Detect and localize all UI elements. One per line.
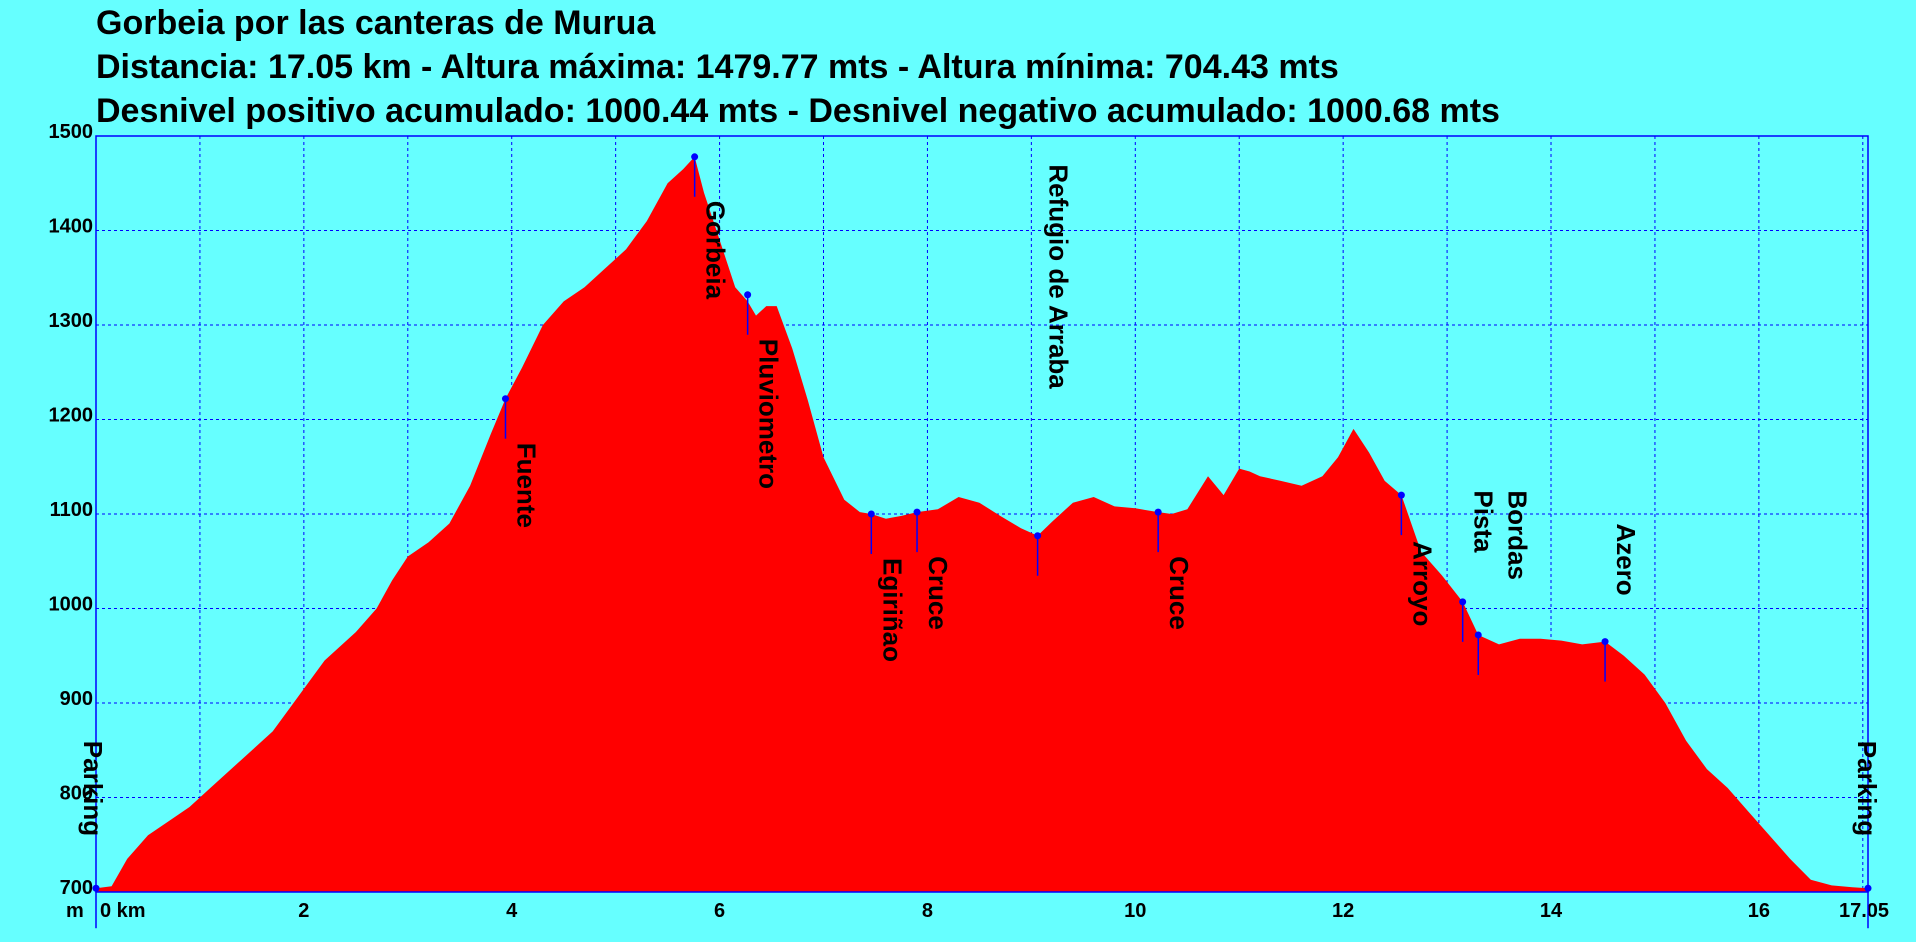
y-tick-label-800: 800 bbox=[60, 783, 93, 805]
waypoint-label-8: Arroyo bbox=[1407, 541, 1437, 626]
waypoint-dot-0 bbox=[92, 884, 100, 892]
y-unit-label: m bbox=[66, 900, 84, 922]
waypoint-9: Pista bbox=[1459, 490, 1499, 642]
x-axis-ticks: 0 km 2 4 6 8 10 12 14 16 17.05 bbox=[100, 900, 1889, 922]
plot-frame bbox=[95, 135, 1869, 893]
waypoint-dot-10 bbox=[1474, 631, 1482, 639]
waypoint-dot-2 bbox=[691, 153, 699, 161]
waypoint-dot-6 bbox=[1034, 532, 1042, 540]
waypoint-11: Azero bbox=[1601, 523, 1641, 682]
y-tick-label-900: 900 bbox=[60, 688, 93, 710]
x-tick-label-9: 17.05 bbox=[1839, 900, 1889, 922]
waypoint-5: Cruce bbox=[913, 508, 953, 630]
waypoint-6: Refugio de Arraba bbox=[1034, 164, 1074, 576]
waypoint-10: Bordas bbox=[1474, 490, 1532, 675]
y-tick-label-700: 700 bbox=[60, 877, 93, 899]
waypoint-label-5: Cruce bbox=[923, 556, 953, 630]
x-tick-label-7: 14 bbox=[1540, 900, 1563, 922]
waypoint-dot-7 bbox=[1154, 508, 1162, 516]
waypoint-label-0: Parking bbox=[78, 741, 108, 836]
waypoint-dot-8 bbox=[1397, 491, 1405, 499]
chart-title: Gorbeia por las canteras de Murua bbox=[96, 4, 656, 42]
waypoint-3: Pluviometro bbox=[744, 291, 784, 489]
waypoint-label-9: Pista bbox=[1469, 490, 1499, 553]
x-tick-label-8: 16 bbox=[1748, 900, 1770, 922]
x-tick-label-5: 10 bbox=[1124, 900, 1146, 922]
chart-subtitle-elevation-gain: Desnivel positivo acumulado: 1000.44 mts… bbox=[96, 92, 1500, 130]
waypoint-label-3: Pluviometro bbox=[754, 339, 784, 489]
y-tick-label-1300: 1300 bbox=[49, 310, 94, 332]
waypoint-label-1: Fuente bbox=[511, 443, 541, 528]
waypoint-label-2: Gorbeia bbox=[701, 201, 731, 300]
waypoint-label-6: Refugio de Arraba bbox=[1044, 164, 1074, 389]
elevation-area bbox=[96, 156, 1868, 893]
waypoint-dot-4 bbox=[867, 510, 875, 518]
waypoint-8: Arroyo bbox=[1397, 491, 1437, 626]
x-tick-label-3: 6 bbox=[714, 900, 725, 922]
waypoint-dot-11 bbox=[1601, 638, 1609, 646]
waypoint-label-7: Cruce bbox=[1164, 556, 1194, 630]
waypoint-label-11: Azero bbox=[1611, 523, 1641, 595]
waypoint-dot-9 bbox=[1459, 598, 1467, 606]
y-axis-ticks: 700 800 900 1000 1100 1200 1300 1400 1500 bbox=[49, 121, 94, 899]
y-tick-label-1500: 1500 bbox=[49, 121, 94, 143]
waypoint-label-12: Parking bbox=[1852, 741, 1882, 836]
waypoint-2: Gorbeia bbox=[691, 153, 731, 300]
waypoint-label-10: Bordas bbox=[1502, 490, 1532, 580]
x-tick-label-2: 4 bbox=[506, 900, 518, 922]
y-tick-label-1200: 1200 bbox=[49, 405, 94, 427]
x-tick-label-1: 2 bbox=[298, 900, 309, 922]
chart-subtitle-distance: Distancia: 17.05 km - Altura máxima: 147… bbox=[96, 48, 1339, 86]
waypoint-1: Fuente bbox=[501, 395, 541, 528]
y-tick-label-1400: 1400 bbox=[49, 216, 94, 238]
waypoint-dot-3 bbox=[744, 291, 752, 299]
y-tick-label-1100: 1100 bbox=[50, 499, 93, 521]
x-tick-label-4: 8 bbox=[922, 900, 933, 922]
waypoint-label-4: Egiriñao bbox=[877, 558, 907, 662]
waypoint-4: Egiriñao bbox=[867, 510, 907, 662]
waypoint-markers: Parking Fuente Gorbeia Pluviometro Egiriñao C… bbox=[78, 153, 1882, 929]
waypoint-12: Parking bbox=[1852, 741, 1882, 929]
waypoint-dot-12 bbox=[1864, 884, 1872, 892]
x-tick-label-0: 0 km bbox=[100, 900, 146, 922]
waypoint-0: Parking bbox=[78, 741, 108, 929]
waypoint-7: Cruce bbox=[1154, 508, 1194, 630]
x-tick-label-6: 12 bbox=[1332, 900, 1354, 922]
waypoint-dot-1 bbox=[501, 395, 509, 403]
waypoint-dot-5 bbox=[913, 508, 921, 516]
y-tick-label-1000: 1000 bbox=[49, 594, 94, 616]
